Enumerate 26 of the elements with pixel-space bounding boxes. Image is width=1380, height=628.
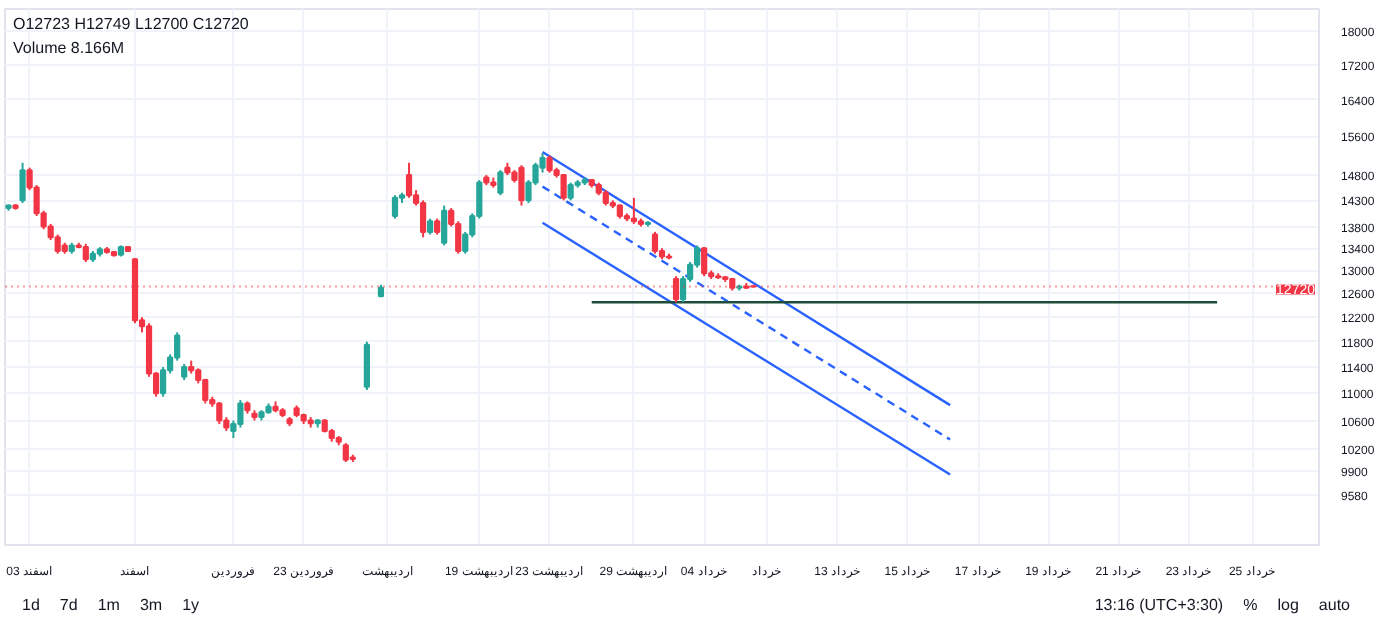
- candlestick: [391, 194, 399, 220]
- candlestick: [672, 275, 680, 304]
- text: 1d: [22, 596, 40, 614]
- candlestick: [651, 230, 659, 255]
- text: log: [1277, 596, 1299, 614]
- candlestick: [405, 161, 413, 199]
- candlestick: [497, 169, 504, 197]
- candlestick: [342, 442, 349, 463]
- text: auto: [1318, 596, 1350, 614]
- annotation: Volume 8.166M: [13, 39, 125, 57]
- text: %: [1243, 596, 1258, 614]
- candlestick: [630, 196, 637, 225]
- text: 1m: [97, 596, 120, 614]
- candlestick: [363, 340, 370, 391]
- candlestick: [82, 242, 89, 264]
- text: 13:16 (UTC+3:30): [1094, 596, 1224, 614]
- text: 7d: [59, 596, 78, 614]
- candlestick: [701, 246, 708, 278]
- candlestick: [560, 173, 567, 202]
- candlestick: [518, 164, 525, 207]
- text: 3m: [139, 596, 163, 614]
- candlestick: [19, 161, 26, 204]
- annotation: O12723 H12749 L12700 C12720: [13, 15, 250, 33]
- candlestick: [441, 204, 448, 247]
- candlestick: [216, 401, 223, 426]
- text: 1y: [182, 596, 200, 614]
